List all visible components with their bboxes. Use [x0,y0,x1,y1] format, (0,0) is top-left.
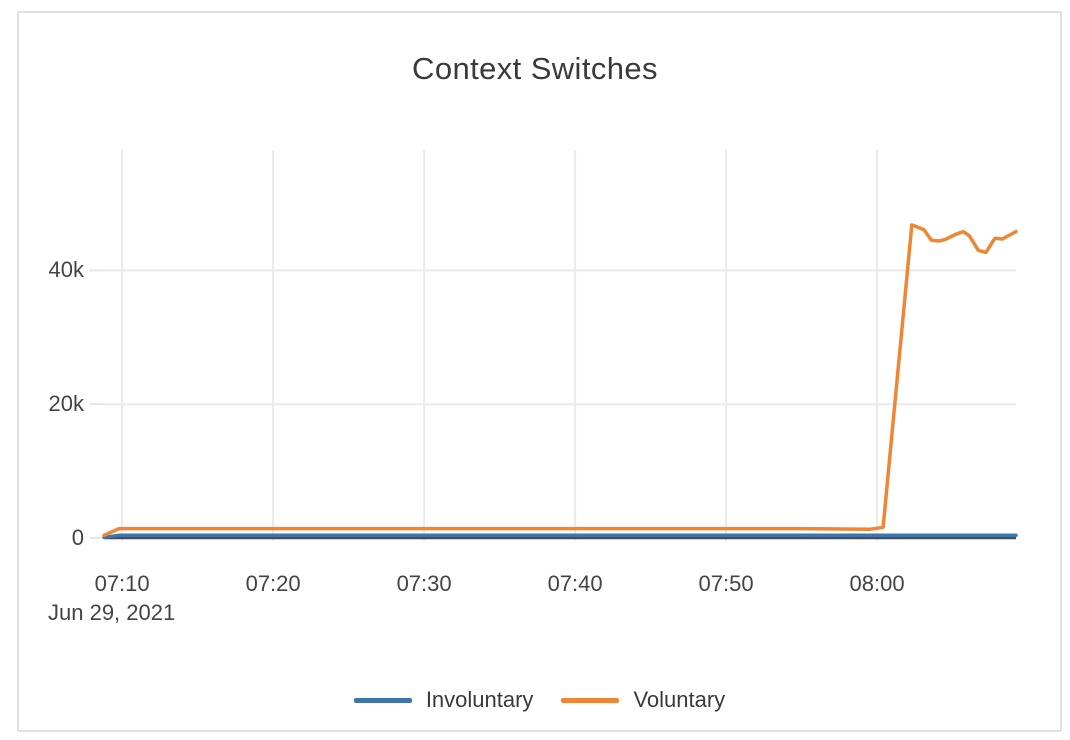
y-tick-label: 0 [71,525,84,550]
x-axis-date-label: Jun 29, 2021 [48,600,176,625]
legend-item-voluntary[interactable]: Voluntary [561,687,725,713]
x-tick-label: 07:40 [547,571,603,596]
series-line-voluntary [102,223,1018,538]
legend-line-swatch-involuntary [353,697,412,703]
series-line-involuntary [102,533,1018,540]
y-tick-label: 20k [48,391,84,417]
legend-item-involuntary[interactable]: Involuntary [353,687,534,713]
x-tick-label: 07:50 [698,571,754,596]
x-tick-label: 07:20 [245,571,301,596]
legend-line-swatch-voluntary [561,697,620,703]
x-tick-label: 07:30 [396,571,452,596]
x-tick-label: 08:00 [849,571,905,596]
legend-label: Voluntary [633,687,726,712]
legend: Involuntary Voluntary [17,687,1062,713]
chart-card [17,11,1062,732]
x-tick-label: 07:10 [94,571,150,596]
legend-label: Involuntary [425,687,534,712]
y-tick-label: 40k [48,257,84,283]
chart-title: Context Switches [412,51,658,86]
